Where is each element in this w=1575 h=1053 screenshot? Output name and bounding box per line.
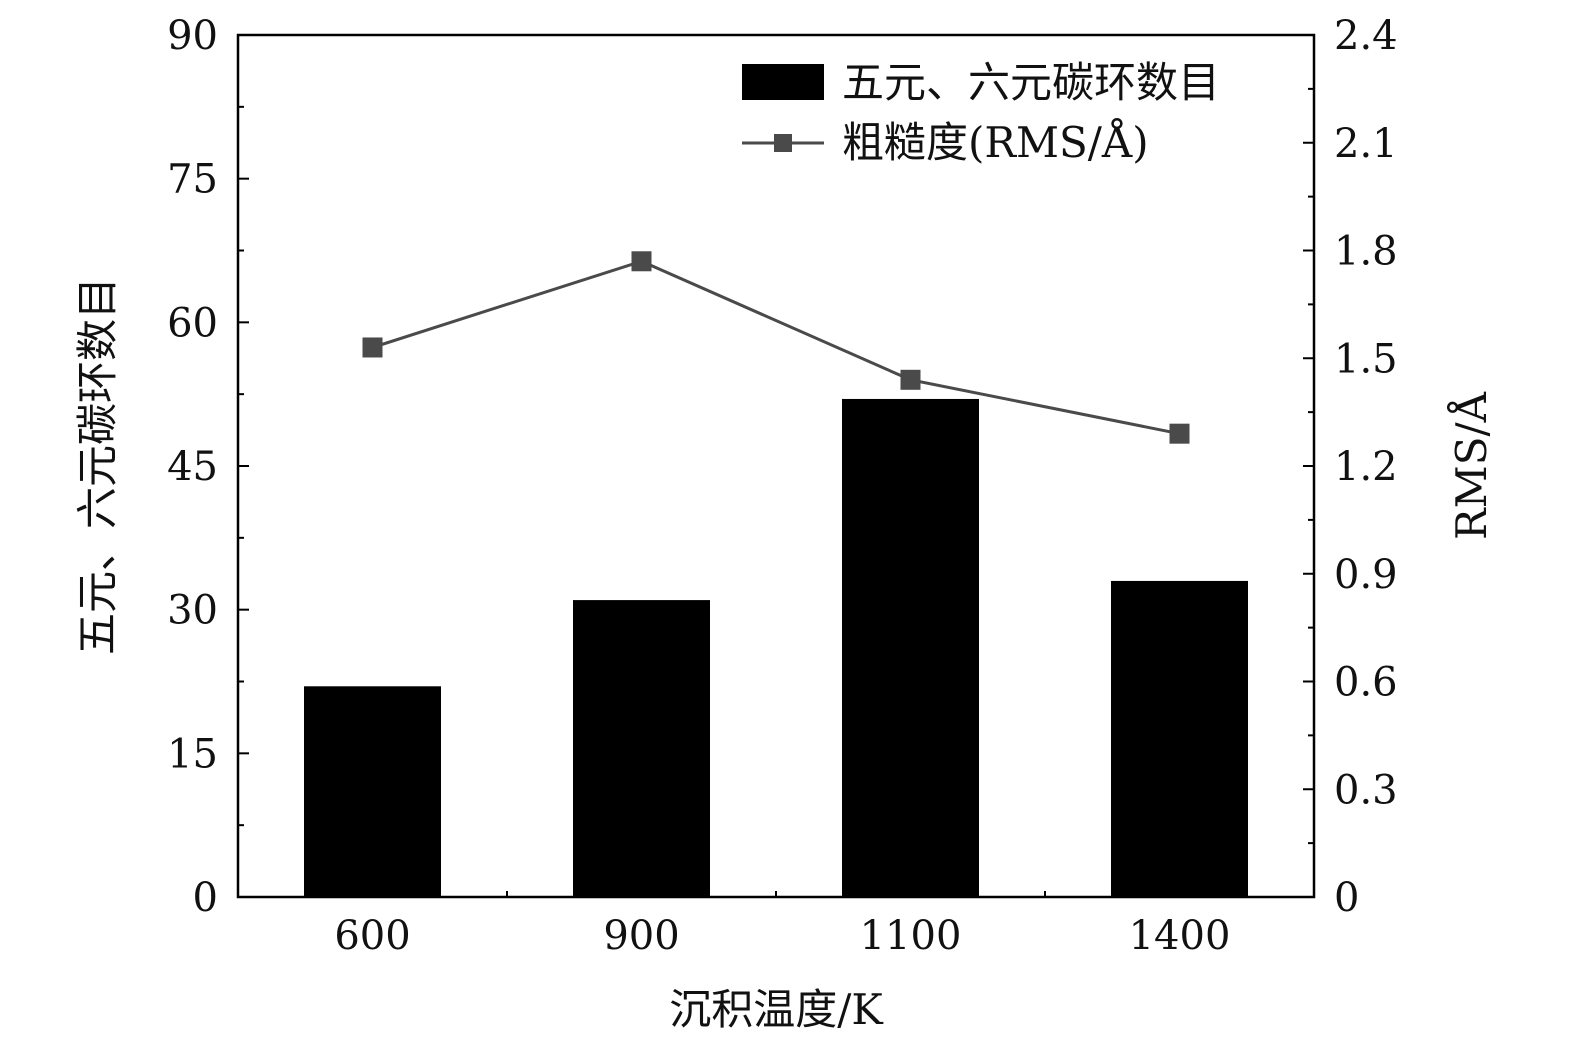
y-tick-label: 90 bbox=[167, 13, 218, 59]
y2-tick-label: 2.4 bbox=[1334, 13, 1398, 59]
y-tick-label: 45 bbox=[167, 444, 218, 490]
rms-point bbox=[362, 337, 383, 358]
y2-tick-label: 0.9 bbox=[1334, 552, 1398, 598]
y2-tick-label: 1.5 bbox=[1334, 336, 1398, 382]
right-axis-ticks: 0 0.3 0.6 0.9 1.2 1.5 1.8 2.1 2.4 bbox=[1303, 13, 1398, 921]
y-tick-label: 60 bbox=[167, 300, 218, 346]
left-axis-ticks: 0 15 30 45 60 75 90 bbox=[167, 13, 249, 921]
x-tick-label: 1400 bbox=[1129, 913, 1231, 959]
x-tick-label: 1100 bbox=[860, 913, 962, 959]
y2-tick-label: 0 bbox=[1334, 875, 1359, 921]
legend: 五元、六元碳环数目 粗糙度(RMS/Å) bbox=[742, 58, 1220, 167]
y-axis-title: 五元、六元碳环数目 bbox=[73, 277, 122, 655]
bar-series-group bbox=[304, 398, 1248, 897]
y-tick-label: 0 bbox=[193, 875, 218, 921]
y2-tick-label: 1.2 bbox=[1334, 444, 1398, 490]
y2-tick-label: 1.8 bbox=[1334, 229, 1398, 275]
legend-bar-label: 五元、六元碳环数目 bbox=[842, 58, 1220, 107]
line-series-group bbox=[362, 251, 1190, 444]
rms-point bbox=[1169, 423, 1190, 444]
legend-line-label: 粗糙度(RMS/Å) bbox=[842, 117, 1149, 167]
bar bbox=[304, 686, 441, 897]
y2-tick-label: 0.6 bbox=[1334, 660, 1398, 706]
x-axis-ticks: 600 900 1100 1400 bbox=[334, 886, 1230, 959]
legend-line-marker bbox=[774, 134, 792, 152]
x-tick-label: 900 bbox=[603, 913, 679, 959]
x-axis-title: 沉积温度/K bbox=[669, 985, 884, 1034]
y-tick-label: 75 bbox=[167, 157, 218, 203]
rms-point bbox=[900, 369, 921, 390]
x-tick-label: 600 bbox=[334, 913, 410, 959]
legend-bar-swatch bbox=[742, 64, 824, 100]
y-tick-label: 30 bbox=[167, 588, 218, 634]
y-tick-label: 15 bbox=[167, 731, 218, 777]
bar bbox=[1111, 580, 1248, 897]
y2-axis-title: RMS/Å bbox=[1446, 391, 1496, 540]
y2-tick-label: 0.3 bbox=[1334, 767, 1398, 813]
rms-line bbox=[372, 259, 1180, 436]
y2-tick-label: 2.1 bbox=[1334, 121, 1398, 167]
bar bbox=[842, 398, 979, 897]
rms-point bbox=[631, 251, 652, 272]
bar bbox=[573, 600, 710, 897]
